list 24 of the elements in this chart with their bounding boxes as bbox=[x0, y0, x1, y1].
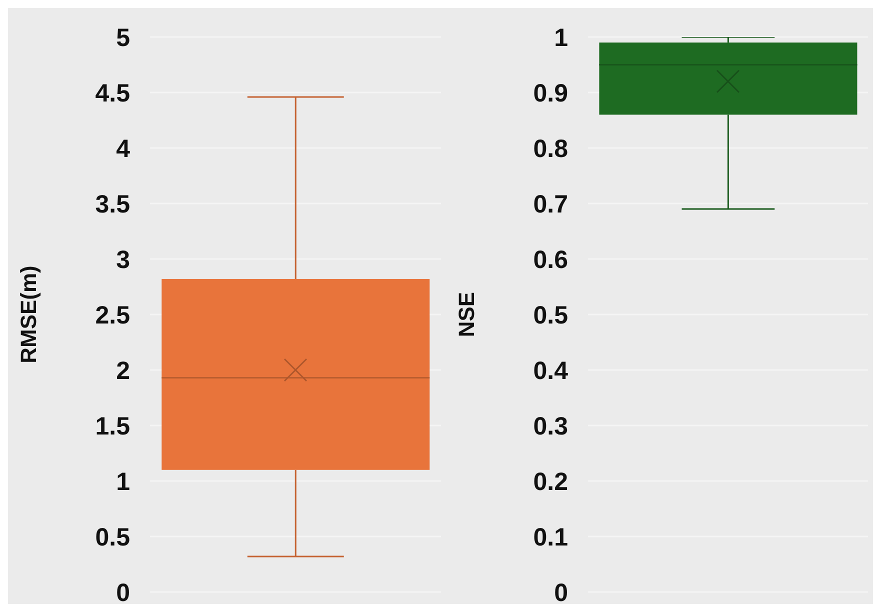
y-tick-label: 0.6 bbox=[533, 246, 568, 274]
y-tick-label: 0.5 bbox=[533, 301, 568, 330]
y-tick-label: 0 bbox=[554, 578, 568, 607]
y-tick-label: 2 bbox=[116, 356, 130, 385]
y-tick-label: 0.7 bbox=[533, 190, 568, 218]
y-axis-title: RMSE(m) bbox=[16, 266, 41, 364]
y-tick-label: 2.5 bbox=[95, 301, 130, 330]
y-tick-label: 3.5 bbox=[95, 190, 130, 218]
y-tick-label: 3 bbox=[116, 246, 130, 274]
y-tick-label: 0 bbox=[116, 578, 130, 607]
y-tick-label: 1 bbox=[554, 24, 568, 52]
y-tick-label: 0.2 bbox=[533, 468, 568, 496]
y-tick-label: 0.5 bbox=[95, 523, 130, 552]
y-tick-label: 1.5 bbox=[95, 412, 130, 440]
y-tick-label: 1 bbox=[116, 468, 130, 496]
y-axis-title: NSE bbox=[454, 292, 479, 338]
y-tick-label: 0.8 bbox=[533, 134, 568, 163]
y-tick-label: 5 bbox=[116, 24, 130, 52]
y-tick-label: 4.5 bbox=[95, 79, 130, 108]
y-tick-label: 4 bbox=[116, 134, 130, 163]
y-tick-label: 0.4 bbox=[533, 356, 568, 385]
y-tick-label: 0.9 bbox=[533, 79, 568, 108]
y-tick-label: 0.1 bbox=[533, 523, 568, 552]
y-tick-label: 0.3 bbox=[533, 412, 568, 440]
